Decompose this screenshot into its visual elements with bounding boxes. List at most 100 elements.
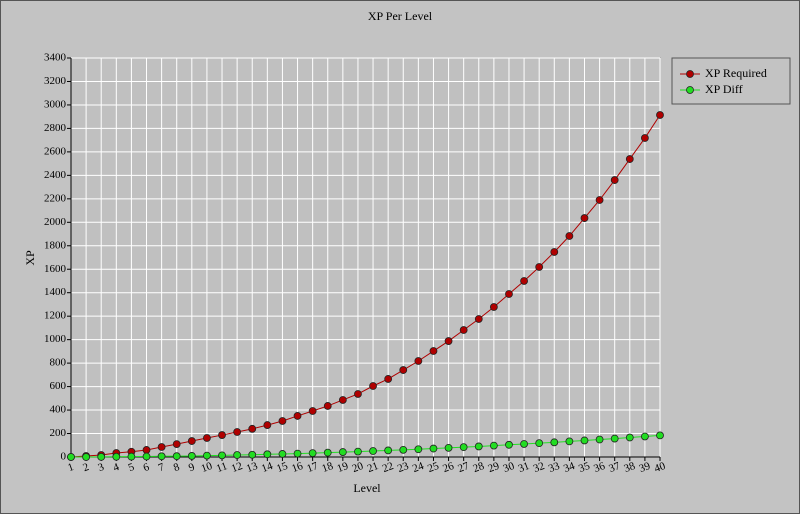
data-point bbox=[218, 451, 226, 460]
y-tick-label: 2200 bbox=[44, 192, 67, 204]
y-tick-label: 600 bbox=[50, 380, 67, 392]
x-tick-label: 16 bbox=[290, 460, 305, 475]
x-tick-label: 20 bbox=[351, 460, 366, 475]
data-point bbox=[640, 432, 649, 441]
data-point bbox=[323, 448, 332, 457]
data-point bbox=[656, 111, 664, 119]
data-point bbox=[399, 445, 408, 454]
data-point bbox=[474, 442, 483, 451]
x-tick-label: 22 bbox=[381, 460, 395, 475]
y-tick-label: 1400 bbox=[44, 286, 67, 298]
data-point bbox=[505, 440, 513, 449]
x-tick-label: 30 bbox=[502, 460, 517, 475]
data-point bbox=[187, 437, 196, 445]
data-point bbox=[308, 407, 317, 415]
data-point bbox=[580, 436, 589, 445]
legend-label: XP Required bbox=[705, 66, 767, 80]
x-axis-label: Level bbox=[353, 481, 381, 495]
data-point bbox=[505, 290, 513, 298]
data-point bbox=[610, 176, 619, 184]
data-point bbox=[157, 452, 166, 461]
x-tick-label: 3 bbox=[96, 461, 106, 474]
data-point bbox=[550, 438, 559, 447]
y-tick-label: 800 bbox=[50, 357, 67, 369]
data-point bbox=[338, 396, 347, 404]
data-point bbox=[263, 421, 272, 429]
x-tick-label: 15 bbox=[275, 460, 290, 475]
y-tick-label: 3000 bbox=[44, 98, 67, 110]
data-point bbox=[67, 453, 75, 461]
x-tick-label: 5 bbox=[127, 461, 137, 474]
data-point bbox=[308, 449, 317, 458]
data-point bbox=[474, 315, 483, 323]
chart-title: XP Per Level bbox=[368, 9, 433, 23]
data-point bbox=[354, 447, 362, 456]
x-tick-label: 29 bbox=[486, 460, 501, 475]
data-point bbox=[595, 435, 604, 444]
data-point bbox=[384, 375, 393, 383]
y-tick-label: 3400 bbox=[44, 52, 67, 64]
x-tick-label: 26 bbox=[441, 460, 456, 475]
x-tick-label: 24 bbox=[411, 460, 426, 475]
data-point bbox=[203, 434, 211, 442]
x-tick-label: 38 bbox=[622, 460, 637, 475]
data-point bbox=[369, 382, 377, 390]
x-tick-label: 37 bbox=[607, 460, 622, 475]
y-tick-label: 400 bbox=[50, 404, 67, 416]
y-tick-label: 1200 bbox=[44, 310, 67, 322]
data-point bbox=[263, 450, 272, 459]
data-point bbox=[625, 155, 634, 163]
x-tick-label: 8 bbox=[172, 461, 182, 474]
y-tick-label: 0 bbox=[61, 451, 67, 463]
x-tick-label: 1 bbox=[66, 461, 75, 474]
data-point bbox=[414, 357, 423, 365]
x-tick-label: 2 bbox=[81, 461, 90, 474]
data-point bbox=[354, 390, 362, 398]
data-point bbox=[187, 452, 196, 460]
y-tick-label: 3200 bbox=[44, 75, 67, 87]
data-point bbox=[610, 434, 619, 443]
x-tick-label: 19 bbox=[335, 460, 350, 475]
y-tick-label: 1600 bbox=[44, 263, 67, 275]
x-tick-label: 10 bbox=[200, 460, 215, 475]
data-point bbox=[338, 448, 347, 456]
data-point bbox=[203, 451, 211, 460]
series-line bbox=[70, 114, 661, 458]
data-point bbox=[82, 453, 91, 461]
data-point bbox=[429, 347, 438, 355]
data-point bbox=[293, 412, 302, 420]
data-point bbox=[656, 431, 664, 440]
x-tick-label: 9 bbox=[187, 461, 197, 474]
x-tick-label: 21 bbox=[366, 460, 380, 475]
data-point bbox=[640, 134, 649, 142]
data-point bbox=[172, 452, 181, 461]
data-point bbox=[233, 428, 242, 436]
data-point bbox=[248, 424, 257, 433]
y-tick-label: 200 bbox=[50, 427, 67, 439]
y-tick-label: 2400 bbox=[44, 169, 67, 181]
data-point bbox=[97, 452, 106, 461]
data-point bbox=[565, 232, 574, 240]
data-point bbox=[459, 326, 468, 334]
data-point bbox=[384, 446, 393, 455]
legend-box bbox=[671, 57, 791, 105]
data-point bbox=[520, 277, 528, 285]
x-tick-label: 32 bbox=[532, 460, 546, 475]
x-tick-label: 14 bbox=[260, 460, 275, 475]
data-point bbox=[278, 417, 287, 425]
data-point bbox=[157, 443, 166, 451]
data-point bbox=[293, 449, 302, 458]
plot-area bbox=[70, 57, 661, 458]
x-tick-label: 18 bbox=[320, 460, 335, 475]
y-axis-label: XP bbox=[23, 250, 37, 266]
x-tick-label: 36 bbox=[592, 460, 607, 475]
data-point bbox=[520, 440, 528, 448]
data-point bbox=[595, 196, 604, 204]
x-tick-label: 39 bbox=[638, 460, 653, 475]
legend-marker bbox=[686, 86, 694, 94]
y-tick-label: 2000 bbox=[44, 216, 67, 228]
data-point bbox=[112, 452, 121, 461]
legend-label: XP Diff bbox=[705, 82, 743, 96]
